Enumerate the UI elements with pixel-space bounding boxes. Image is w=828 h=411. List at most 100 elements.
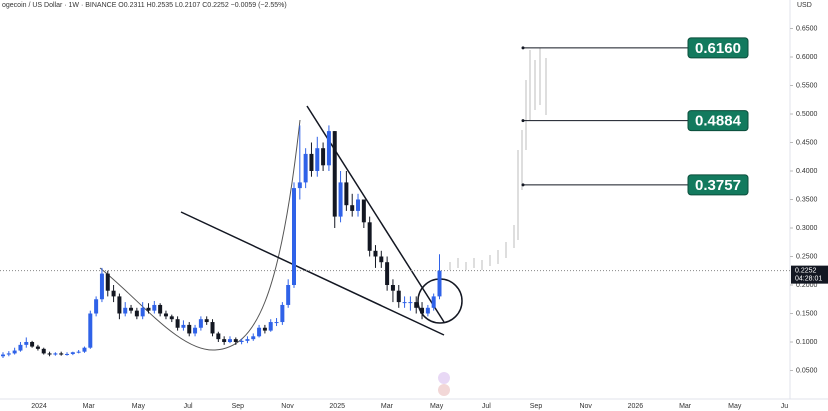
y-tick-label: 0.5500 xyxy=(796,82,818,89)
candle-body xyxy=(332,131,337,217)
y-tick-label: 0.0500 xyxy=(796,367,818,374)
candle-body xyxy=(262,327,267,331)
x-tick-label: Mar xyxy=(679,403,692,410)
candle-body xyxy=(47,353,52,355)
candle-body xyxy=(169,316,174,320)
candle-body xyxy=(204,319,209,323)
candle-body xyxy=(245,339,250,341)
candle-body xyxy=(140,307,145,317)
y-tick-label: 0.6500 xyxy=(796,25,818,32)
y-tick-label: 0.3000 xyxy=(796,225,818,232)
y-tick-label: 0.4000 xyxy=(796,168,818,175)
target-box xyxy=(687,37,749,59)
candle-body xyxy=(326,131,331,166)
candle-body xyxy=(257,327,262,337)
candle-body xyxy=(385,262,390,285)
icon xyxy=(438,372,450,396)
candle-body xyxy=(437,270,442,297)
candle-body xyxy=(373,250,378,257)
candle-body xyxy=(414,302,419,308)
candle-body xyxy=(344,182,349,206)
candle-body xyxy=(94,299,99,314)
candle-body xyxy=(129,307,134,311)
candle-body xyxy=(315,148,320,171)
candle-body xyxy=(361,199,366,223)
candle-body xyxy=(268,322,273,331)
candle-body xyxy=(338,182,343,217)
candle-body xyxy=(321,148,326,166)
x-tick-label: May xyxy=(728,403,742,410)
x-tick-label: Mar xyxy=(83,403,96,410)
candle-body xyxy=(1,354,5,357)
candle-body xyxy=(70,352,75,354)
candle-body xyxy=(431,296,436,308)
x-tick-label: Nov xyxy=(579,403,592,410)
x-tick-label: Jul xyxy=(184,403,193,410)
candle-body xyxy=(297,182,302,189)
y-tick-label: 0.5000 xyxy=(796,111,818,118)
candle-body xyxy=(105,273,110,291)
candle-body xyxy=(35,346,40,349)
candle-body xyxy=(198,319,203,328)
candle-body xyxy=(134,310,139,317)
candle-body xyxy=(187,324,192,334)
projection xyxy=(449,48,547,270)
x-tick-label: Sep xyxy=(232,403,245,410)
candle-body xyxy=(286,285,291,305)
candle-body xyxy=(99,273,104,300)
target-dot xyxy=(521,183,525,187)
candle-body xyxy=(123,307,128,314)
target-label: 0.3757 xyxy=(695,177,741,194)
x-tick-label: May xyxy=(430,403,444,410)
candle-body xyxy=(396,290,401,303)
candle-body xyxy=(292,188,296,285)
x-tick-label: Ju xyxy=(781,403,789,410)
candle-body xyxy=(216,333,221,340)
target-box xyxy=(687,174,749,196)
x-tick-label: Jul xyxy=(482,403,491,410)
candle-body xyxy=(158,304,163,314)
target-box xyxy=(687,110,749,132)
candle-body xyxy=(280,304,285,323)
y-tick-label: 0.6000 xyxy=(796,54,818,61)
y-tick-label: 0.1500 xyxy=(796,310,818,317)
target-dot xyxy=(521,46,525,50)
candle-body xyxy=(222,339,227,342)
target-dot xyxy=(521,119,525,123)
candle-body xyxy=(367,222,372,251)
y-tick-label: 0.1000 xyxy=(796,339,818,346)
last-price-box xyxy=(791,265,828,284)
candle-body xyxy=(41,348,46,354)
countdown: 04:28:01 xyxy=(795,275,822,282)
candle-body xyxy=(82,347,87,352)
y-tick-label: 0.3500 xyxy=(796,196,818,203)
candle-body xyxy=(163,313,168,317)
candle-body xyxy=(6,353,11,355)
candle-body xyxy=(309,153,314,171)
candle-body xyxy=(390,285,395,291)
candle-body xyxy=(379,256,384,263)
candle-body xyxy=(146,307,151,311)
x-tick-label: Nov xyxy=(281,403,294,410)
candle-body xyxy=(76,351,81,353)
target-label: 0.4884 xyxy=(695,113,742,130)
x-tick-label: May xyxy=(132,403,146,410)
candle-body xyxy=(193,327,198,334)
axis-unit: USD xyxy=(797,2,812,9)
candle-body xyxy=(402,302,407,304)
candle-body xyxy=(30,342,35,347)
candle-body xyxy=(408,302,413,304)
candle-body xyxy=(18,344,23,351)
candle-body xyxy=(425,307,430,314)
candle-body xyxy=(88,313,93,348)
x-tick-label: 2024 xyxy=(31,403,47,410)
last-price-label: 0.2252 xyxy=(795,267,817,274)
y-tick-label: 0.2000 xyxy=(796,282,818,289)
candle-body xyxy=(233,339,238,342)
candle-body xyxy=(274,322,279,324)
candle-body xyxy=(303,153,308,183)
trendline xyxy=(180,211,445,336)
candle-body xyxy=(175,319,180,328)
